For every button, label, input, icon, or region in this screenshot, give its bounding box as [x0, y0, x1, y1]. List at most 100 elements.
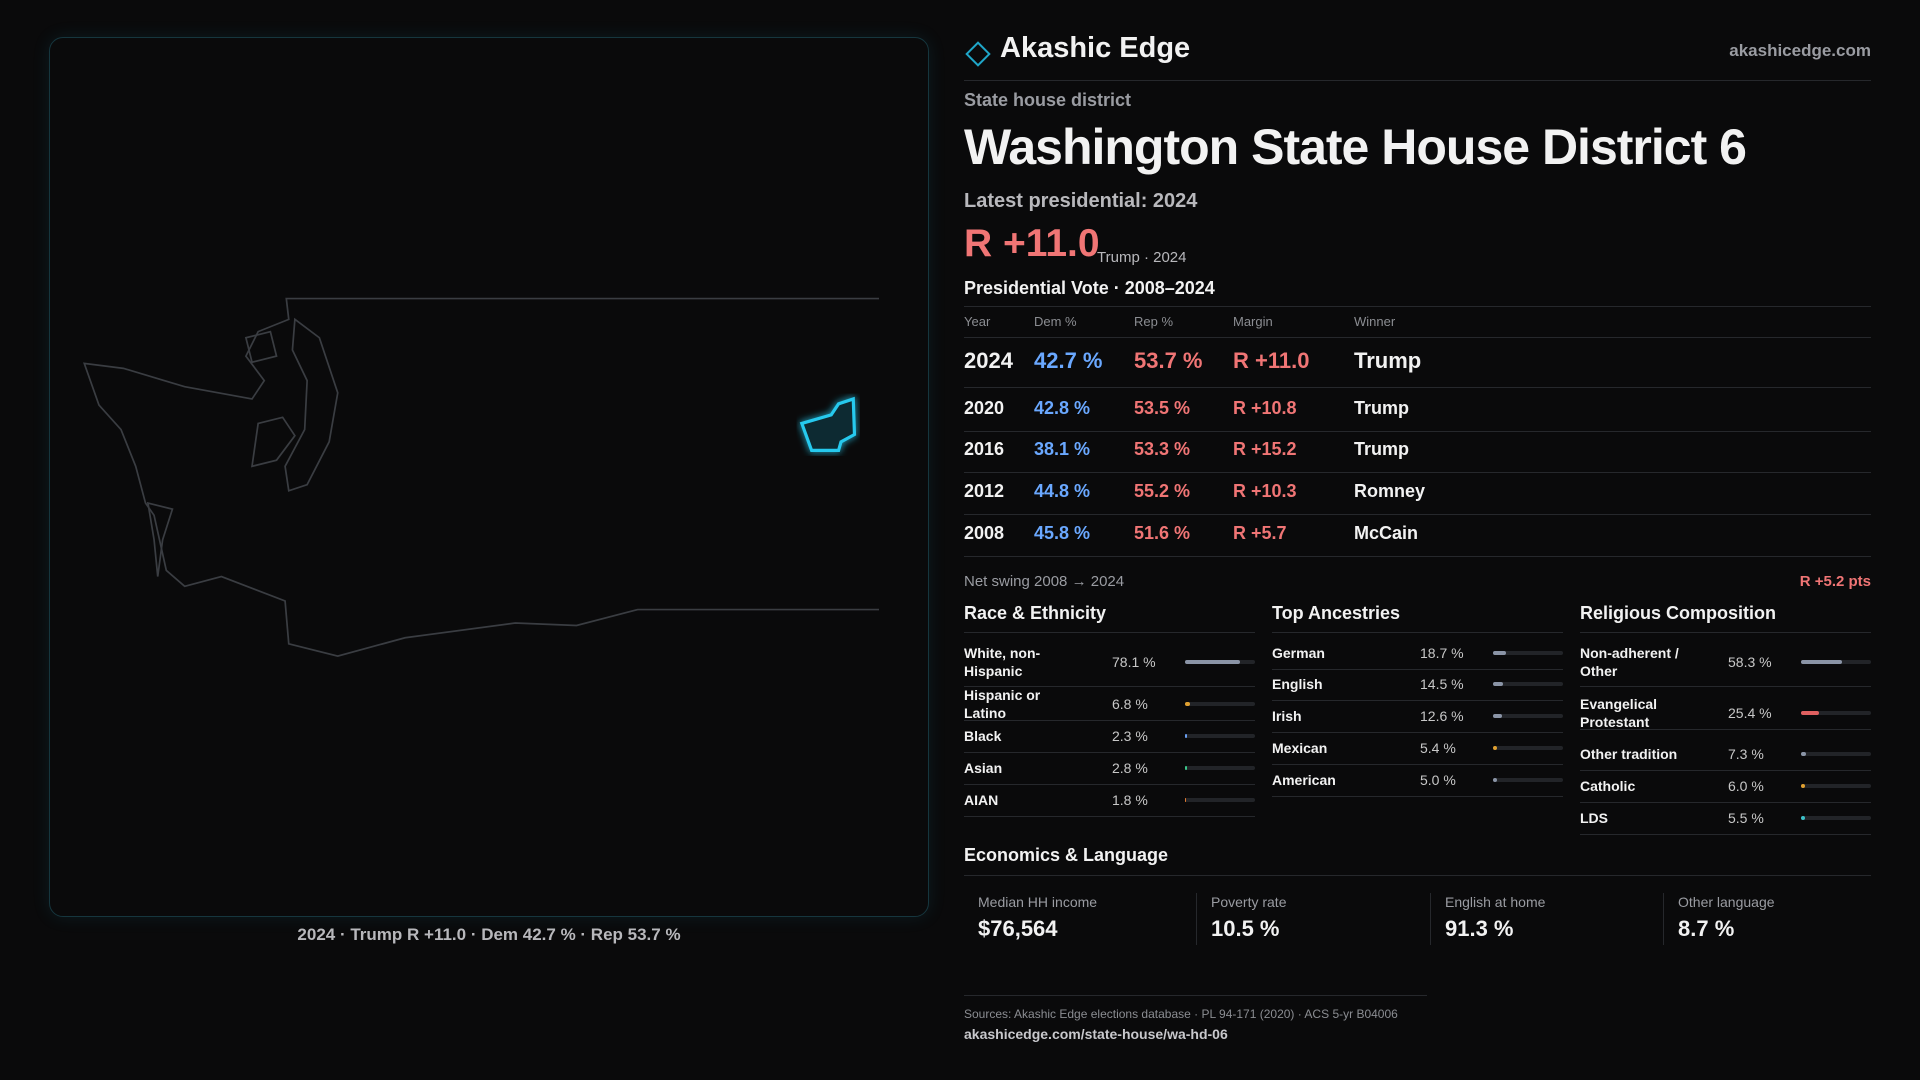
item-value: 5.5 % [1728, 810, 1764, 826]
bar-track [1185, 766, 1255, 770]
table-cell: 38.1 % [1034, 439, 1091, 459]
item-label: German [1272, 645, 1325, 661]
table-cell: 2012 [964, 481, 1005, 501]
bar [1185, 702, 1190, 706]
bar-track [1801, 784, 1871, 788]
divider [1272, 669, 1563, 670]
item-label: Evangelical Protestant [1580, 696, 1658, 730]
column-header: Rep % [1134, 314, 1174, 329]
district-shape [799, 396, 857, 452]
map [82, 297, 879, 657]
table-cell: 2020 [964, 398, 1005, 418]
bar [1801, 711, 1819, 715]
table-cell: Trump [1354, 348, 1422, 373]
stat-label: Other language [1678, 894, 1775, 910]
table-cell: McCain [1354, 523, 1419, 543]
item-value: 25.4 % [1728, 705, 1772, 721]
stat-value: $76,564 [978, 916, 1058, 941]
bar-track [1493, 778, 1563, 782]
divider [1580, 632, 1871, 633]
divider [1272, 700, 1563, 701]
divider [964, 306, 1871, 307]
divider [964, 431, 1871, 432]
bar-track [1493, 746, 1563, 750]
bar-track [1801, 816, 1871, 820]
bar [1493, 778, 1497, 782]
table-title: Presidential Vote · 2008–2024 [964, 278, 1215, 298]
table-cell: 53.7 % [1134, 348, 1203, 373]
item-label: Other tradition [1580, 746, 1678, 762]
state-outline [82, 297, 879, 657]
divider [964, 472, 1871, 473]
item-value: 6.8 % [1112, 696, 1148, 712]
table-cell: 42.8 % [1034, 398, 1091, 418]
religion-title: Religious Composition [1580, 603, 1776, 623]
bar [1185, 660, 1240, 664]
table-cell: 53.5 % [1134, 398, 1191, 418]
bar [1185, 734, 1187, 738]
table-cell: 51.6 % [1134, 523, 1191, 543]
divider [964, 816, 1255, 817]
bar [1493, 682, 1504, 686]
source-url: akashicedge.com/state-house/wa-hd-06 [964, 1026, 1228, 1042]
bar [1493, 746, 1497, 750]
economics-title: Economics & Language [964, 845, 1169, 865]
bar-track [1493, 651, 1563, 655]
divider [964, 387, 1871, 388]
divider [1580, 834, 1871, 835]
table-cell: 55.2 % [1134, 481, 1191, 501]
table-cell: R +10.3 [1233, 481, 1297, 501]
item-value: 18.7 % [1420, 645, 1464, 661]
item-value: 14.5 % [1420, 676, 1464, 692]
divider [964, 752, 1255, 753]
bar [1801, 816, 1805, 820]
bar-track [1493, 682, 1563, 686]
item-label: Black [964, 728, 1002, 744]
item-label: Asian [964, 760, 1003, 776]
bar-track [1801, 752, 1871, 756]
divider [1272, 764, 1563, 765]
item-value: 7.3 % [1728, 746, 1764, 762]
table-cell: R +5.7 [1233, 523, 1287, 543]
bar [1493, 714, 1502, 718]
divider [964, 720, 1255, 721]
bar-track [1185, 702, 1255, 706]
bar [1493, 651, 1507, 655]
item-label: Non-adherent / Other [1580, 645, 1679, 679]
bar-track [1801, 660, 1871, 664]
divider [1580, 770, 1871, 771]
margin: R +11.0 [964, 222, 1100, 265]
bar-track [1185, 734, 1255, 738]
district-title: Washington State House District 6 [964, 119, 1747, 175]
divider [964, 514, 1871, 515]
bar [1801, 752, 1807, 756]
stat-value: 91.3 % [1445, 916, 1514, 941]
ancestry-title: Top Ancestries [1272, 603, 1401, 623]
bar-track [1185, 660, 1255, 664]
item-value: 6.0 % [1728, 778, 1764, 794]
item-label: Irish [1272, 708, 1302, 724]
divider [964, 337, 1871, 338]
stat-label: Poverty rate [1211, 894, 1287, 910]
item-value: 12.6 % [1420, 708, 1464, 724]
brand: Akashic Edge [1000, 32, 1191, 64]
item-label: English [1272, 676, 1323, 692]
bar [1801, 660, 1842, 664]
item-value: 2.8 % [1112, 760, 1148, 776]
item-value: 1.8 % [1112, 792, 1148, 808]
stat-value: 10.5 % [1211, 916, 1280, 941]
bar [1185, 798, 1187, 802]
kicker: State house district [964, 90, 1132, 110]
table-cell: 2024 [964, 348, 1013, 373]
column-header: Margin [1233, 314, 1273, 329]
item-value: 5.4 % [1420, 740, 1456, 756]
item-label: Catholic [1580, 778, 1636, 794]
column-header: Year [964, 314, 991, 329]
bar [1185, 766, 1187, 770]
divider [964, 632, 1255, 633]
table-cell: Trump [1354, 439, 1410, 459]
column-header: Winner [1354, 314, 1396, 329]
table-cell: R +11.0 [1233, 348, 1310, 373]
divider [1430, 893, 1431, 945]
